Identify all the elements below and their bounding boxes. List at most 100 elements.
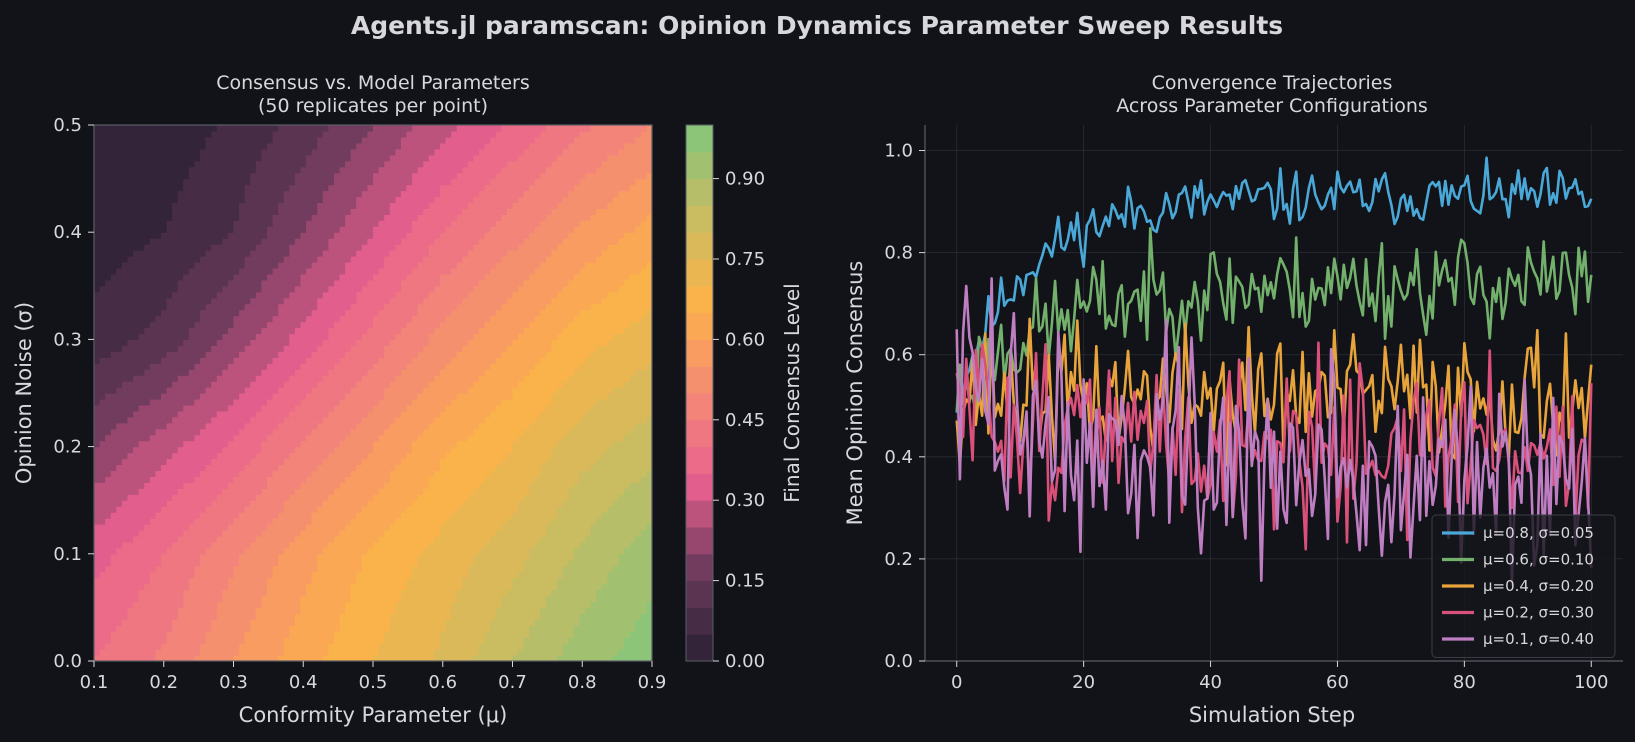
heatmap-cell (105, 440, 112, 448)
heatmap-cell (579, 488, 586, 495)
heatmap-cell (568, 529, 575, 537)
heatmap-cell (618, 393, 625, 400)
heatmap-cell (110, 393, 117, 400)
heatmap-cell (183, 434, 190, 442)
heatmap-cell (300, 571, 307, 579)
heatmap-cell (590, 476, 597, 483)
heatmap-cell (596, 518, 603, 525)
heatmap-cell (406, 410, 413, 418)
heatmap-cell (283, 625, 290, 632)
heatmap-cell (445, 458, 452, 466)
heatmap-cell (110, 547, 117, 555)
heatmap-cell (479, 440, 486, 448)
heatmap-cell (227, 547, 235, 555)
heatmap-cell (233, 518, 240, 525)
heatmap-cell (211, 643, 218, 650)
heatmap-cell (624, 416, 631, 424)
heatmap-cell (233, 381, 240, 388)
heatmap-cell (467, 375, 475, 382)
heatmap-cell (490, 464, 497, 472)
heatmap-cell (412, 422, 419, 430)
heatmap-cell (200, 404, 207, 412)
heatmap-cell (133, 416, 140, 424)
heatmap-cell (216, 512, 223, 519)
heatmap-cell (278, 565, 285, 573)
heatmap-cell (121, 416, 129, 424)
heatmap-cell (439, 553, 447, 561)
heatmap-cell (350, 404, 357, 412)
heatmap-cell (467, 625, 475, 632)
heatmap-cell (562, 488, 569, 495)
heatmap-cell (607, 470, 614, 477)
heatmap-cell (557, 494, 564, 501)
heatmap-cell (512, 541, 519, 549)
heatmap-cell (166, 571, 173, 579)
heatmap-cell (607, 577, 614, 585)
heatmap-cell (99, 476, 106, 483)
heatmap-cell (149, 381, 156, 388)
heatmap-cell (99, 619, 106, 626)
heatmap-cell (311, 398, 318, 406)
heatmap-cell (445, 506, 452, 513)
heatmap-cell (255, 500, 262, 507)
heatmap-cell (585, 524, 592, 531)
heatmap-cell (395, 452, 402, 460)
heatmap-cell (506, 387, 514, 394)
heatmap-cell (194, 637, 201, 644)
heatmap-cell (551, 488, 558, 495)
heatmap-cell (233, 613, 240, 620)
heatmap-cell (534, 488, 541, 495)
heatmap-cell (194, 482, 201, 489)
heatmap-cell (289, 458, 296, 466)
heatmap-cell (244, 565, 251, 573)
heatmap-cell (373, 601, 380, 608)
heatmap-cell (183, 482, 190, 489)
heatmap-cell (121, 541, 129, 549)
heatmap-cell (138, 655, 145, 661)
heatmap-cell (356, 631, 363, 638)
heatmap-cell (534, 393, 541, 400)
heatmap-cell (384, 607, 391, 614)
heatmap-cell (188, 625, 196, 632)
heatmap-cell (629, 518, 636, 525)
heatmap-cell (105, 583, 112, 591)
heatmap-cell (389, 541, 396, 549)
heatmap-cell (99, 434, 106, 442)
heatmap-cell (518, 387, 525, 394)
heatmap-cell (367, 649, 374, 656)
heatmap-cell (518, 518, 525, 525)
heatmap-cell (607, 541, 614, 549)
heatmap-cell (311, 547, 318, 555)
heatmap-cell (534, 571, 541, 579)
heatmap-cell (568, 547, 575, 555)
heatmap-cell (629, 494, 636, 501)
heatmap-cell (373, 547, 380, 555)
heatmap-cell (294, 512, 302, 519)
heatmap-cell (94, 595, 101, 603)
heatmap-cell (283, 363, 290, 370)
heatmap-cell (116, 637, 123, 644)
heatmap-cell (590, 458, 597, 466)
heatmap-cell (294, 625, 302, 632)
heatmap-cell (333, 470, 341, 477)
heatmap-cell (423, 518, 430, 525)
heatmap-cell (339, 446, 346, 454)
heatmap-cell (445, 381, 452, 388)
heatmap-cell (177, 601, 184, 608)
heatmap-cell (506, 500, 514, 507)
heatmap-cell (596, 559, 603, 567)
heatmap-cell (618, 476, 625, 483)
heatmap-cell (300, 404, 307, 412)
heatmap-cell (635, 512, 642, 519)
heatmap-cell (188, 482, 196, 489)
heatmap-cell (400, 393, 408, 400)
heatmap-cell (540, 595, 547, 603)
heatmap-cell (216, 583, 223, 591)
heatmap-cell (568, 428, 575, 436)
heatmap-cell (110, 494, 117, 501)
heatmap-cell (412, 637, 419, 644)
heatmap-cell (266, 452, 274, 460)
heatmap-cell (395, 613, 402, 620)
heatmap-cell (624, 434, 631, 442)
heatmap-cell (551, 655, 558, 661)
